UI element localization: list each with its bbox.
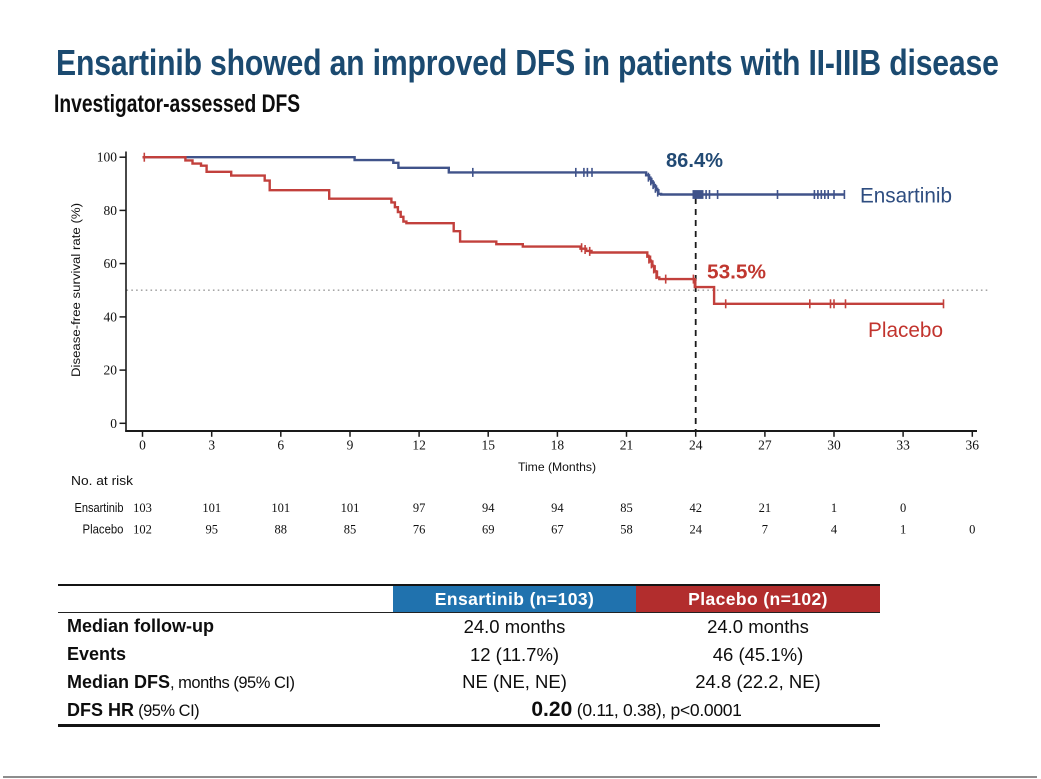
svg-text:101: 101 <box>202 501 221 515</box>
svg-text:80: 80 <box>104 203 118 218</box>
svg-text:36: 36 <box>966 438 980 453</box>
svg-text:0: 0 <box>139 438 146 453</box>
svg-text:27: 27 <box>758 438 772 453</box>
svg-text:Ensartinib: Ensartinib <box>75 501 124 515</box>
svg-text:0: 0 <box>969 523 975 537</box>
svg-text:Disease-free survival rate (%): Disease-free survival rate (%) <box>69 203 83 377</box>
svg-text:6: 6 <box>277 438 284 453</box>
svg-text:69: 69 <box>482 523 495 537</box>
svg-text:9: 9 <box>347 438 354 453</box>
svg-text:21: 21 <box>759 501 772 515</box>
svg-text:0: 0 <box>900 501 906 515</box>
svg-text:Placebo: Placebo <box>83 523 124 537</box>
svg-text:7: 7 <box>762 523 768 537</box>
svg-text:95: 95 <box>205 523 218 537</box>
svg-text:97: 97 <box>413 501 426 515</box>
svg-text:42: 42 <box>689 501 702 515</box>
svg-text:1: 1 <box>831 501 837 515</box>
svg-text:15: 15 <box>481 438 495 453</box>
svg-text:1: 1 <box>900 523 906 537</box>
svg-text:94: 94 <box>482 501 495 515</box>
svg-text:Placebo: Placebo <box>868 319 943 342</box>
svg-text:30: 30 <box>827 438 841 453</box>
svg-text:Ensartinib: Ensartinib <box>860 185 952 208</box>
svg-text:24: 24 <box>689 523 702 537</box>
svg-text:58: 58 <box>620 523 633 537</box>
svg-text:100: 100 <box>97 150 118 165</box>
svg-text:53.5%: 53.5% <box>707 262 766 284</box>
svg-text:33: 33 <box>896 438 910 453</box>
svg-text:0: 0 <box>110 416 117 431</box>
svg-text:85: 85 <box>620 501 633 515</box>
svg-text:12: 12 <box>412 438 426 453</box>
svg-text:101: 101 <box>341 501 360 515</box>
svg-text:101: 101 <box>271 501 290 515</box>
svg-text:No. at risk: No. at risk <box>71 473 134 488</box>
svg-text:18: 18 <box>551 438 565 453</box>
svg-text:86.4%: 86.4% <box>666 150 723 172</box>
svg-text:94: 94 <box>551 501 564 515</box>
svg-text:76: 76 <box>413 523 426 537</box>
svg-text:24: 24 <box>689 438 703 453</box>
svg-text:21: 21 <box>620 438 634 453</box>
svg-text:67: 67 <box>551 523 564 537</box>
svg-text:102: 102 <box>133 523 152 537</box>
svg-text:3: 3 <box>208 438 215 453</box>
svg-text:Time (Months): Time (Months) <box>518 460 596 474</box>
svg-text:40: 40 <box>104 309 118 324</box>
svg-text:20: 20 <box>104 363 118 378</box>
svg-text:88: 88 <box>275 523 288 537</box>
svg-text:103: 103 <box>133 501 152 515</box>
svg-text:4: 4 <box>831 523 838 537</box>
svg-text:85: 85 <box>344 523 357 537</box>
svg-text:60: 60 <box>104 256 118 271</box>
